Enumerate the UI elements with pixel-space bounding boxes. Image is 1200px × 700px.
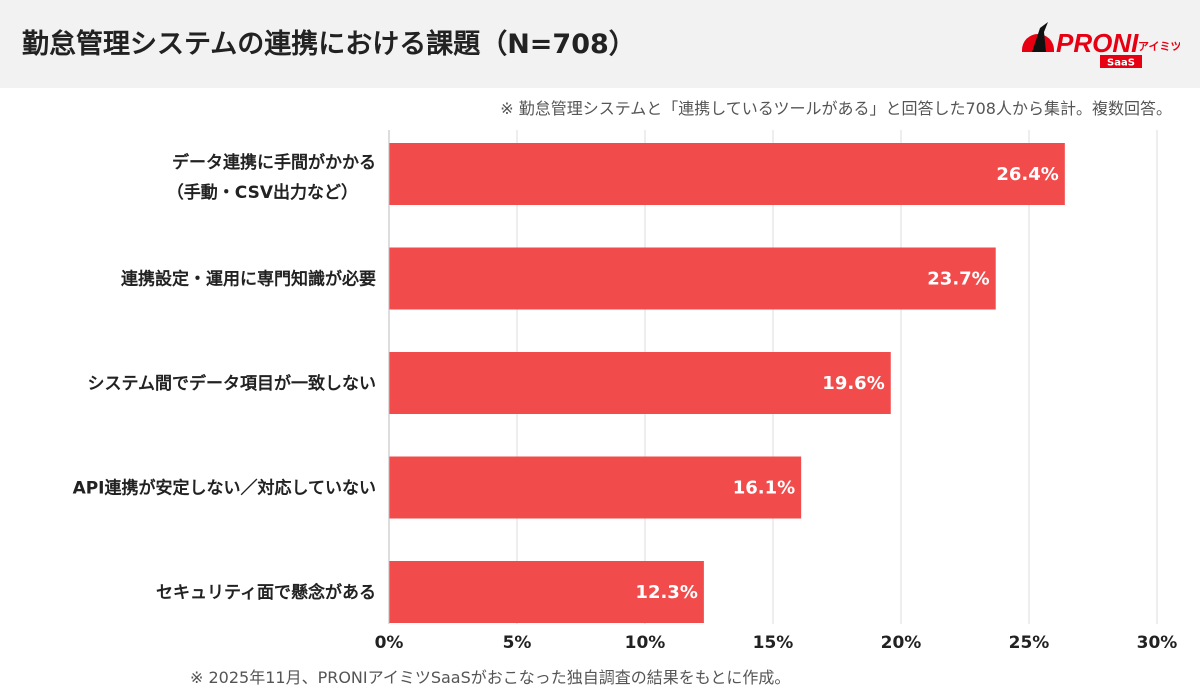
x-tick-label: 10% <box>625 633 666 653</box>
x-tick-label: 20% <box>881 633 922 653</box>
svg-text:アイミツ: アイミツ <box>1138 40 1180 53</box>
data-label: 19.6% <box>822 373 884 394</box>
x-tick-label: 5% <box>503 633 532 653</box>
x-tick-label: 25% <box>1009 633 1050 653</box>
category-label: システム間でデータ項目が一致しない <box>88 373 377 394</box>
x-tick-label: 30% <box>1137 633 1178 653</box>
category-label: 連携設定・運用に専門知識が必要 <box>121 269 376 290</box>
category-label: データ連携に手間がかかる <box>172 152 376 173</box>
survey-note: ※ 勤怠管理システムと「連携しているツールがある」と回答した708人から集計。複… <box>500 99 1172 118</box>
category-label: API連携が安定しない／対応していない <box>73 478 376 499</box>
data-label: 23.7% <box>927 269 989 290</box>
x-tick-label: 15% <box>753 633 794 653</box>
header-band <box>0 0 1200 88</box>
bar <box>389 352 891 414</box>
bar <box>389 561 704 623</box>
x-tick-label: 0% <box>375 633 404 653</box>
data-label: 12.3% <box>635 582 697 603</box>
category-label: （手動・CSV出力など） <box>167 182 358 203</box>
category-label: セキュリティ面で懸念がある <box>156 582 376 603</box>
svg-text:SaaS: SaaS <box>1107 58 1135 69</box>
page-title: 勤怠管理システムの連携における課題（N=708） <box>22 29 636 60</box>
proni-logo: PRONI アイミツ SaaS <box>1022 22 1180 69</box>
bar <box>389 247 996 310</box>
bar <box>389 456 802 519</box>
bar <box>389 143 1065 205</box>
svg-text:PRONI: PRONI <box>1056 28 1139 58</box>
source-footnote: ※ 2025年11月、PRONIアイミツSaaSがおこなった独自調査の結果をもと… <box>190 668 791 687</box>
data-label: 26.4% <box>996 164 1058 185</box>
data-label: 16.1% <box>733 478 795 499</box>
